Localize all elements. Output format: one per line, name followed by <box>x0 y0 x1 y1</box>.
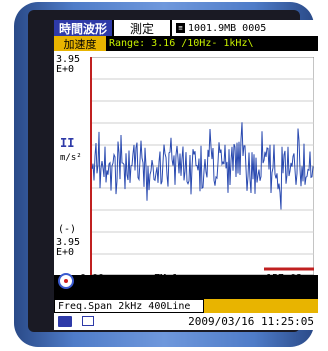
cursor-time-unit: ms <box>146 286 159 297</box>
waveform-trace <box>91 122 314 210</box>
zoom-unit: ms <box>204 273 217 284</box>
y-top-value: 3.95 <box>56 54 81 65</box>
quantity-tab[interactable]: 加速度 <box>54 36 106 51</box>
x-start: 0.00 <box>80 273 105 284</box>
measure-button[interactable]: 測定 <box>112 20 170 36</box>
storage-text: 1001.9MB 0005 <box>188 22 267 34</box>
range-text: Range: 3.16 /10Hz- 1kHz\ <box>106 36 318 51</box>
y-bottom-exp: E+0 <box>56 247 75 258</box>
screen: 時間波形 測定 ≡ 1001.9MB 0005 加速度 Range: 3.16 … <box>54 20 318 330</box>
zoom-label: ZMx1 <box>154 273 179 284</box>
header-bar: 時間波形 測定 ≡ 1001.9MB 0005 <box>54 20 318 36</box>
freq-span-bar: Freq.Span 2kHz 400Line <box>54 299 318 313</box>
status-bar: 2009/03/16 11:25:05 <box>54 313 318 330</box>
card-slot-icon <box>82 316 94 326</box>
disk-icon: ≡ <box>176 23 185 33</box>
cursor-value: 0.14 <box>234 286 259 297</box>
datetime: 2009/03/16 11:25:05 <box>188 315 314 328</box>
waveform-plot[interactable] <box>90 57 314 275</box>
y-top-exp: E+0 <box>56 64 75 75</box>
cursor-icon[interactable] <box>58 273 74 289</box>
mode-tab[interactable]: 時間波形 <box>54 20 112 36</box>
y-neg-mark: (-) <box>58 224 77 235</box>
cursor-value-unit: m/s² <box>268 286 293 297</box>
freq-span-label[interactable]: Freq.Span 2kHz 400Line <box>54 299 204 313</box>
memory-card-icon <box>58 316 72 327</box>
y-bottom-value: 3.95 <box>56 237 81 248</box>
cursor-time: 0.00 <box>114 286 139 297</box>
unit-mark: II <box>60 136 75 150</box>
y-unit: m/s² <box>60 153 82 163</box>
storage-status: ≡ 1001.9MB 0005 <box>170 20 318 36</box>
subheader-bar: 加速度 Range: 3.16 /10Hz- 1kHz\ <box>54 36 318 51</box>
x-end: 157.03 <box>266 273 303 284</box>
